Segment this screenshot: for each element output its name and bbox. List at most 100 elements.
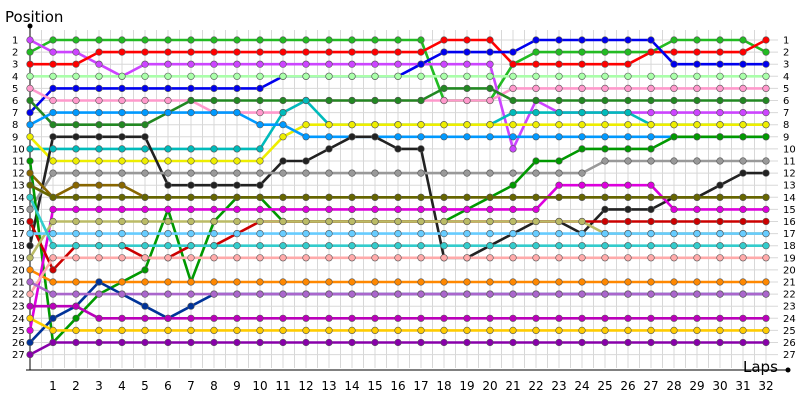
- data-point-s14: [532, 157, 540, 165]
- data-point-s5: [716, 72, 724, 80]
- data-point-s24: [210, 314, 218, 322]
- data-point-s15: [532, 278, 540, 286]
- y-tick-label: 4: [12, 72, 18, 83]
- y-tick-label: 23: [12, 302, 25, 313]
- data-point-s7: [670, 96, 678, 105]
- data-point-s23: [532, 290, 540, 298]
- data-point-s5: [440, 72, 448, 80]
- data-point-s15: [141, 278, 149, 286]
- data-point-s22: [164, 230, 172, 238]
- y-tick-label: 18: [12, 241, 25, 252]
- y-tick-label-right: 7: [783, 108, 789, 119]
- data-point-s3: [693, 48, 701, 56]
- x-tick-label: 3: [95, 379, 103, 393]
- data-point-s3: [256, 48, 264, 56]
- data-point-s6: [164, 96, 172, 105]
- data-point-s26: [532, 326, 540, 335]
- data-point-s15: [302, 278, 310, 286]
- data-point-s16: [532, 205, 540, 213]
- data-point-s21: [762, 193, 770, 201]
- data-point-s10: [118, 108, 126, 117]
- y-tick-label-right: 16: [783, 217, 796, 228]
- data-point-s22: [601, 230, 609, 238]
- data-point-s25: [509, 242, 517, 250]
- data-point-s21: [49, 193, 57, 201]
- data-point-s22: [739, 230, 747, 238]
- data-point-s4: [417, 60, 425, 68]
- data-point-s19: [26, 254, 34, 262]
- data-point-s19: [256, 217, 264, 226]
- x-tick-label: 18: [436, 379, 451, 393]
- data-point-s17: [49, 314, 57, 322]
- data-point-s6: [463, 96, 471, 105]
- data-point-s1: [72, 36, 80, 44]
- data-point-s6: [647, 84, 655, 92]
- y-tick-label-right: 9: [783, 132, 789, 143]
- data-point-s12: [118, 169, 126, 177]
- data-point-s18: [670, 217, 678, 226]
- data-point-s11: [95, 133, 103, 141]
- data-point-s27: [164, 338, 172, 347]
- data-point-s9: [118, 157, 126, 165]
- data-point-s16: [187, 205, 195, 213]
- data-point-s13: [118, 181, 126, 189]
- data-point-s16: [26, 326, 34, 335]
- data-point-s25: [26, 193, 34, 201]
- data-point-s20: [72, 254, 80, 262]
- data-point-s19: [555, 217, 563, 226]
- data-point-s23: [371, 290, 379, 298]
- data-point-s12: [417, 169, 425, 177]
- data-point-s27: [463, 338, 471, 347]
- data-point-s27: [716, 338, 724, 347]
- data-point-s19: [95, 217, 103, 226]
- data-point-s23: [26, 278, 34, 286]
- data-point-s22: [95, 230, 103, 238]
- data-point-s26: [440, 326, 448, 335]
- data-point-s9: [394, 121, 402, 129]
- data-point-s9: [302, 121, 310, 129]
- data-point-s24: [555, 314, 563, 322]
- data-point-s20: [164, 254, 172, 262]
- data-point-s24: [463, 314, 471, 322]
- data-point-s5: [417, 72, 425, 80]
- data-point-s24: [256, 314, 264, 322]
- data-point-s5: [693, 72, 701, 80]
- data-point-s3: [417, 48, 425, 56]
- y-tick-label: 12: [12, 169, 25, 180]
- data-point-s16: [670, 205, 678, 213]
- data-point-s21: [601, 193, 609, 201]
- data-point-s24: [762, 314, 770, 322]
- data-point-s24: [394, 314, 402, 322]
- y-tick-label-right: 6: [783, 96, 789, 107]
- data-point-s9: [348, 121, 356, 129]
- data-point-s11: [118, 133, 126, 141]
- data-point-s27: [348, 338, 356, 347]
- data-point-s27: [118, 338, 126, 347]
- y-tick-label: 17: [12, 229, 25, 240]
- data-point-s6: [26, 84, 34, 92]
- data-point-s25: [555, 242, 563, 250]
- data-point-s23: [72, 290, 80, 298]
- x-tick-label: 6: [164, 379, 172, 393]
- data-point-s12: [601, 157, 609, 165]
- data-point-s6: [670, 84, 678, 92]
- data-point-s5: [141, 72, 149, 80]
- data-point-s25: [463, 242, 471, 250]
- y-tick-label: 6: [12, 96, 18, 107]
- data-point-s5: [762, 72, 770, 80]
- data-point-s26: [716, 326, 724, 335]
- data-point-s26: [693, 326, 701, 335]
- data-point-s23: [762, 290, 770, 298]
- data-point-s21: [647, 193, 655, 201]
- series-lines: [26, 36, 770, 359]
- x-tick-label: 13: [321, 379, 336, 393]
- data-point-s20: [716, 254, 724, 262]
- data-point-s16: [578, 181, 586, 189]
- data-point-s2: [325, 60, 333, 68]
- data-point-s9: [325, 121, 333, 129]
- data-point-s10: [486, 133, 494, 141]
- data-point-s26: [210, 326, 218, 335]
- data-point-s14: [72, 314, 80, 322]
- data-point-s2: [164, 60, 172, 68]
- data-point-s23: [440, 290, 448, 298]
